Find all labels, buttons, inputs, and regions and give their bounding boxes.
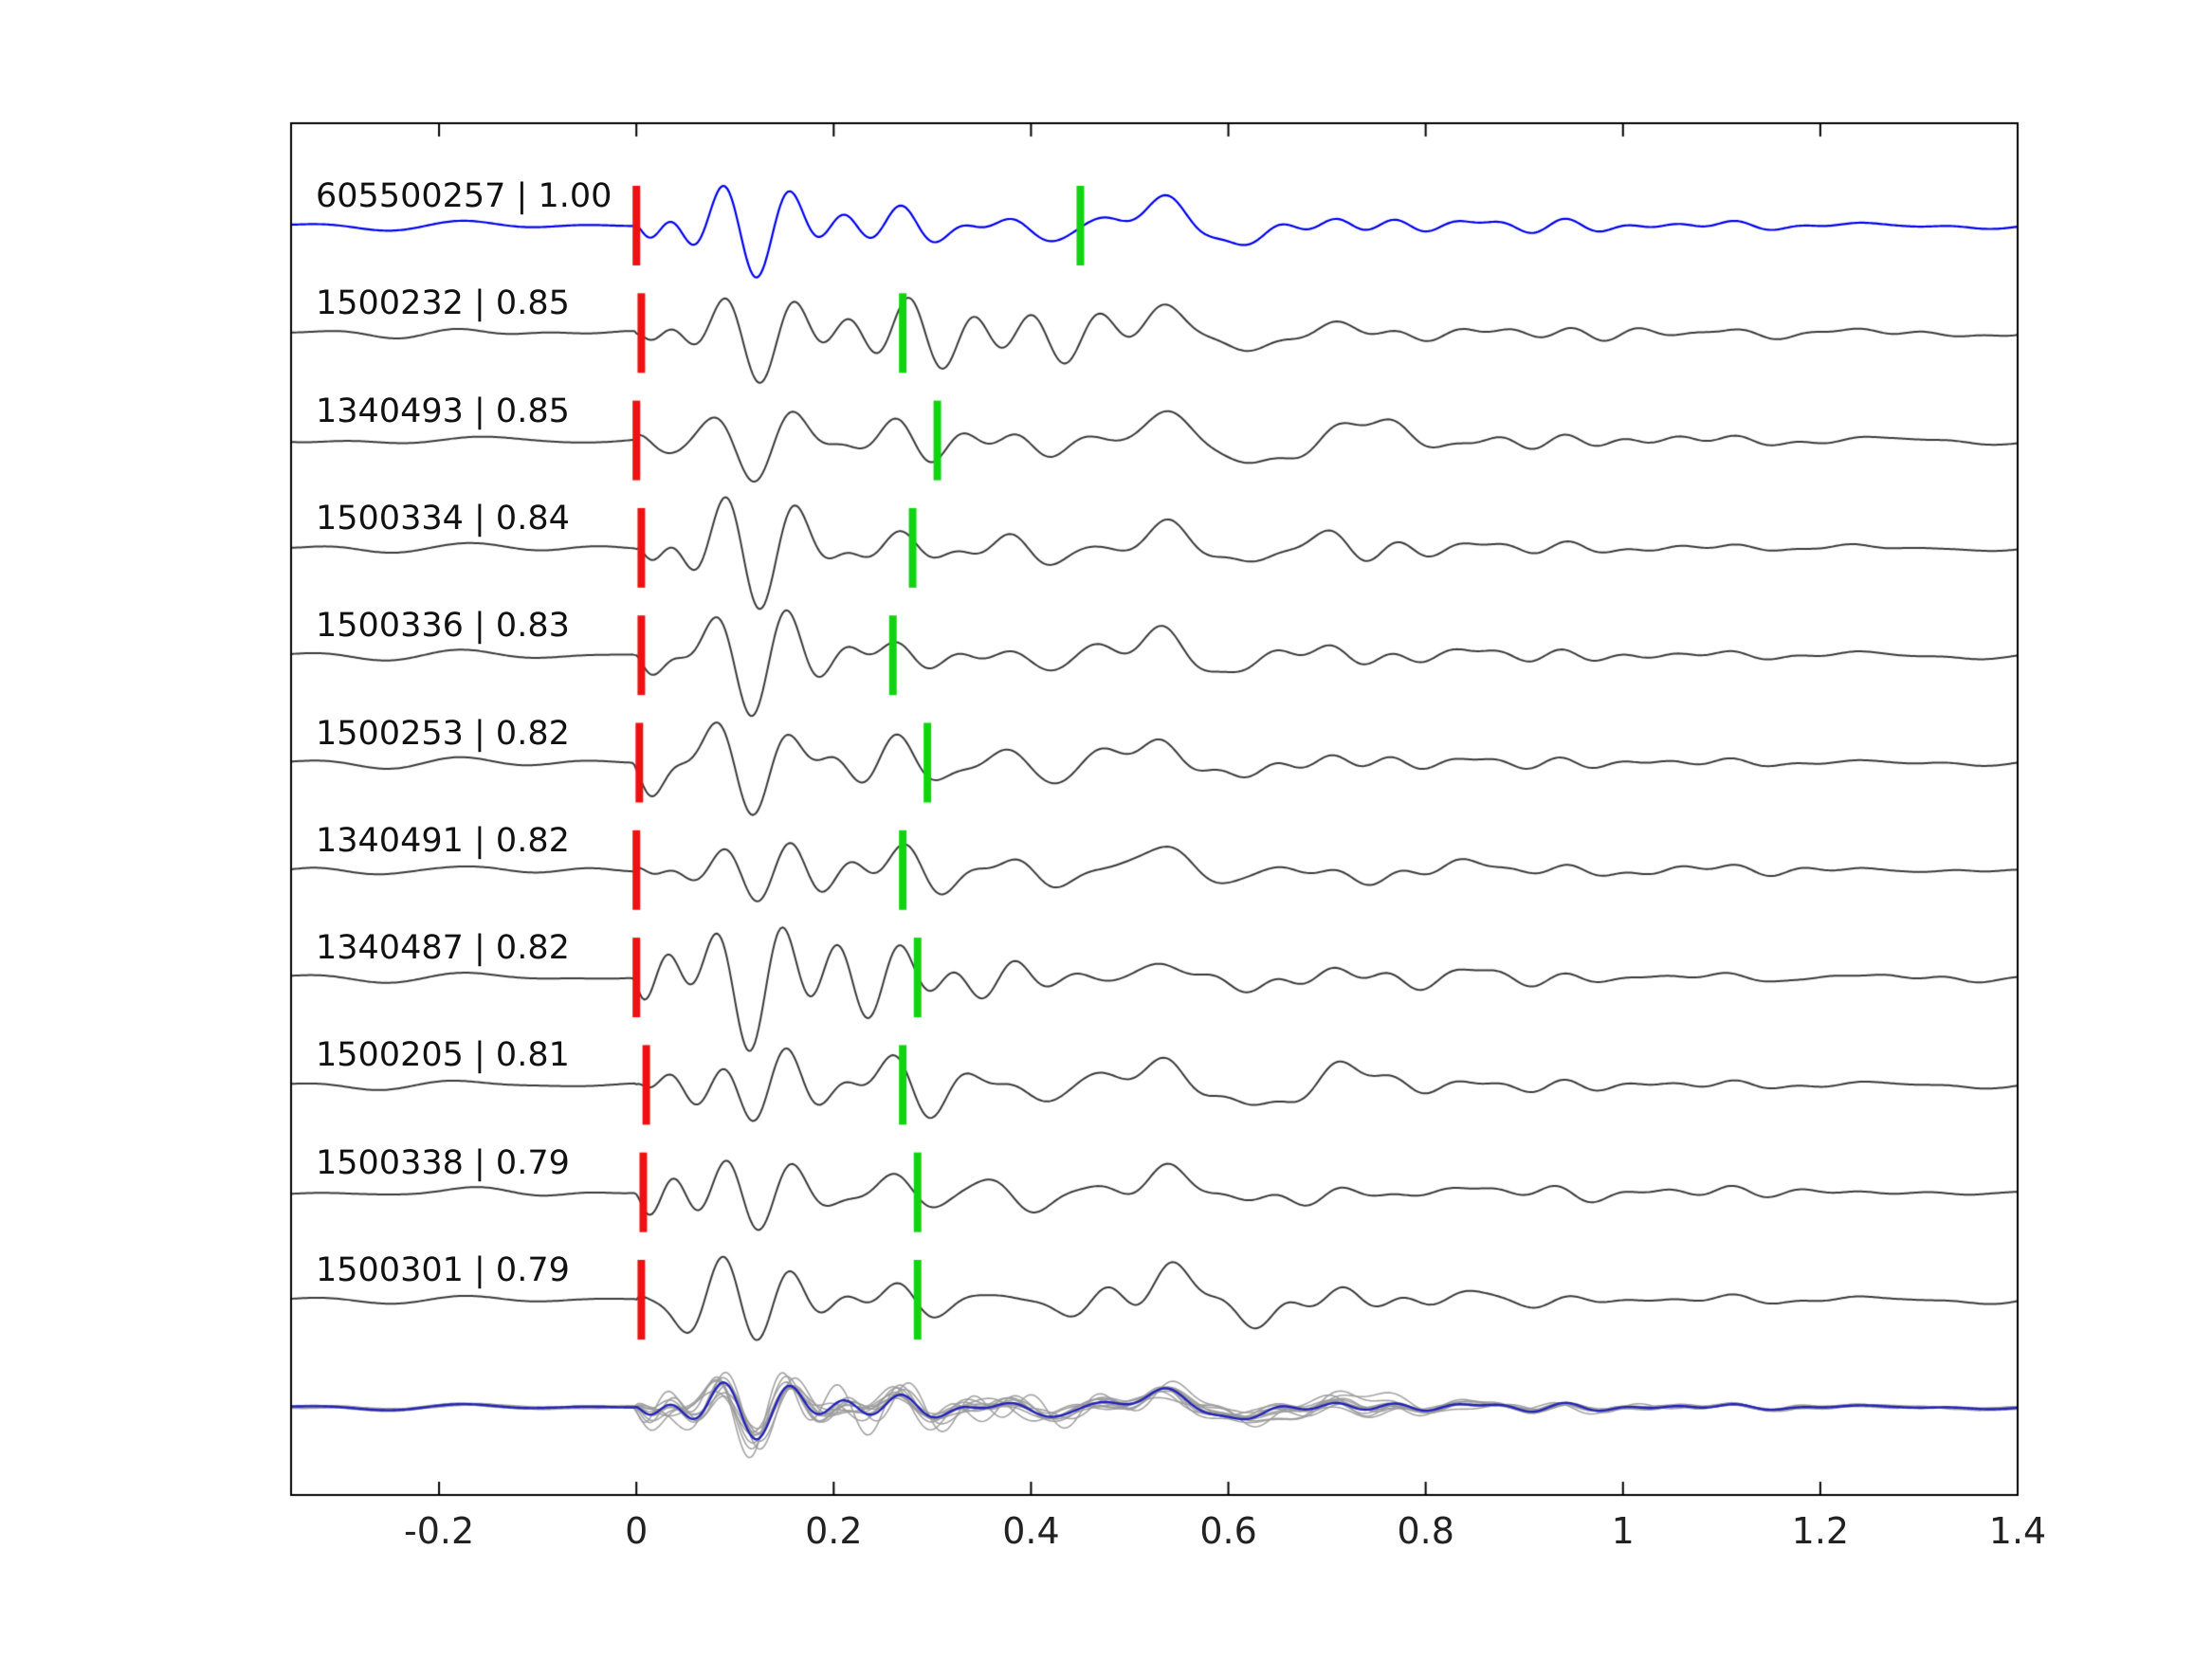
trace-label: 1500253 | 0.82 (316, 714, 570, 753)
x-tick-label: 1 (1611, 1510, 1635, 1552)
x-tick-label: 0.6 (1199, 1510, 1257, 1552)
trace-label: 1500205 | 0.81 (316, 1036, 570, 1075)
x-tick-label: 1.2 (1791, 1510, 1850, 1552)
x-tick-label: 0.8 (1397, 1510, 1454, 1552)
x-tick-label: 0 (625, 1510, 649, 1552)
x-tick-label: 0.2 (805, 1510, 863, 1552)
trace-label: 1340487 | 0.82 (316, 929, 570, 968)
x-tick-label: 0.4 (1002, 1510, 1060, 1552)
x-tick-label: 1.4 (1988, 1510, 2047, 1552)
trace-label: 1500336 | 0.83 (316, 607, 570, 646)
trace-label: 1500301 | 0.79 (316, 1251, 570, 1289)
trace-label: 1340491 | 0.82 (316, 821, 570, 860)
trace-label: 1500334 | 0.84 (316, 499, 570, 538)
trace-label: 605500257 | 1.00 (316, 177, 612, 215)
x-tick-label: -0.2 (404, 1510, 475, 1552)
trace-label: 1500232 | 0.85 (316, 284, 570, 323)
trace-label: 1500338 | 0.79 (316, 1143, 570, 1182)
trace-label: 1340493 | 0.85 (316, 392, 570, 430)
